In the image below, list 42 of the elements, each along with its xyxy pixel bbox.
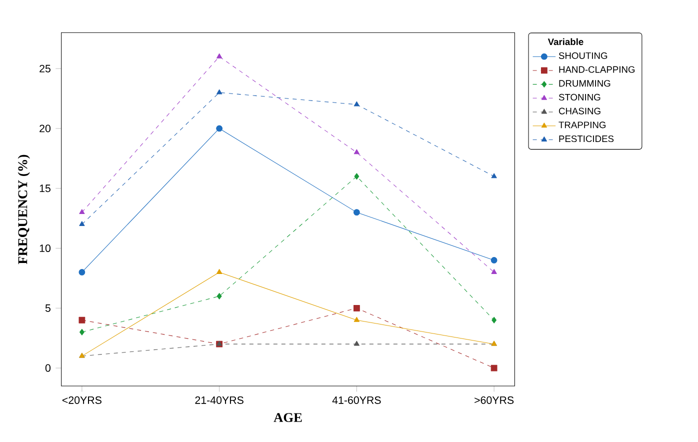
- point: [490, 257, 498, 264]
- y-tick-label: 10: [40, 244, 51, 252]
- x-tick-label: 21-40YRS: [195, 396, 244, 404]
- y-tick-label: 15: [40, 184, 50, 192]
- point: [353, 304, 360, 312]
- legend-label: SHOUTING: [558, 52, 608, 59]
- legend-label: DRUMMING: [559, 80, 610, 87]
- point: [79, 221, 85, 226]
- point: [354, 340, 360, 346]
- y-tick-label: 0: [45, 364, 51, 372]
- point: [79, 328, 84, 336]
- y-tick-label: 5: [45, 304, 50, 312]
- point: [78, 316, 86, 324]
- legend-label: HAND-CLAPPING: [559, 66, 635, 73]
- point: [78, 269, 86, 276]
- legend-label: TRAPPING: [558, 122, 606, 128]
- point: [354, 316, 360, 322]
- point: [216, 269, 222, 274]
- y-axis-title: FREQUENCY (%): [18, 154, 30, 264]
- point: [353, 209, 360, 216]
- x-tick-label: <20YRS: [62, 396, 102, 404]
- legend-label: PESTICIDES: [559, 135, 614, 142]
- point: [216, 125, 223, 132]
- point: [491, 173, 497, 178]
- point: [492, 316, 497, 324]
- point: [216, 292, 222, 300]
- legend-label: STONING: [558, 94, 600, 101]
- point: [354, 173, 360, 180]
- x-tick-label: 41-60YRS: [332, 396, 381, 404]
- point: [216, 89, 222, 94]
- x-tick-label: >60YRS: [474, 396, 514, 404]
- y-tick-label: 20: [40, 124, 51, 132]
- point: [354, 149, 360, 154]
- point: [79, 209, 85, 214]
- x-axis-title: AGE: [274, 413, 302, 422]
- y-tick-label: 25: [40, 64, 50, 72]
- point: [491, 269, 497, 274]
- point: [216, 53, 222, 58]
- point: [354, 101, 360, 106]
- legend-title: Variable: [548, 38, 584, 46]
- point: [490, 364, 498, 372]
- legend-label: CHASING: [558, 108, 600, 114]
